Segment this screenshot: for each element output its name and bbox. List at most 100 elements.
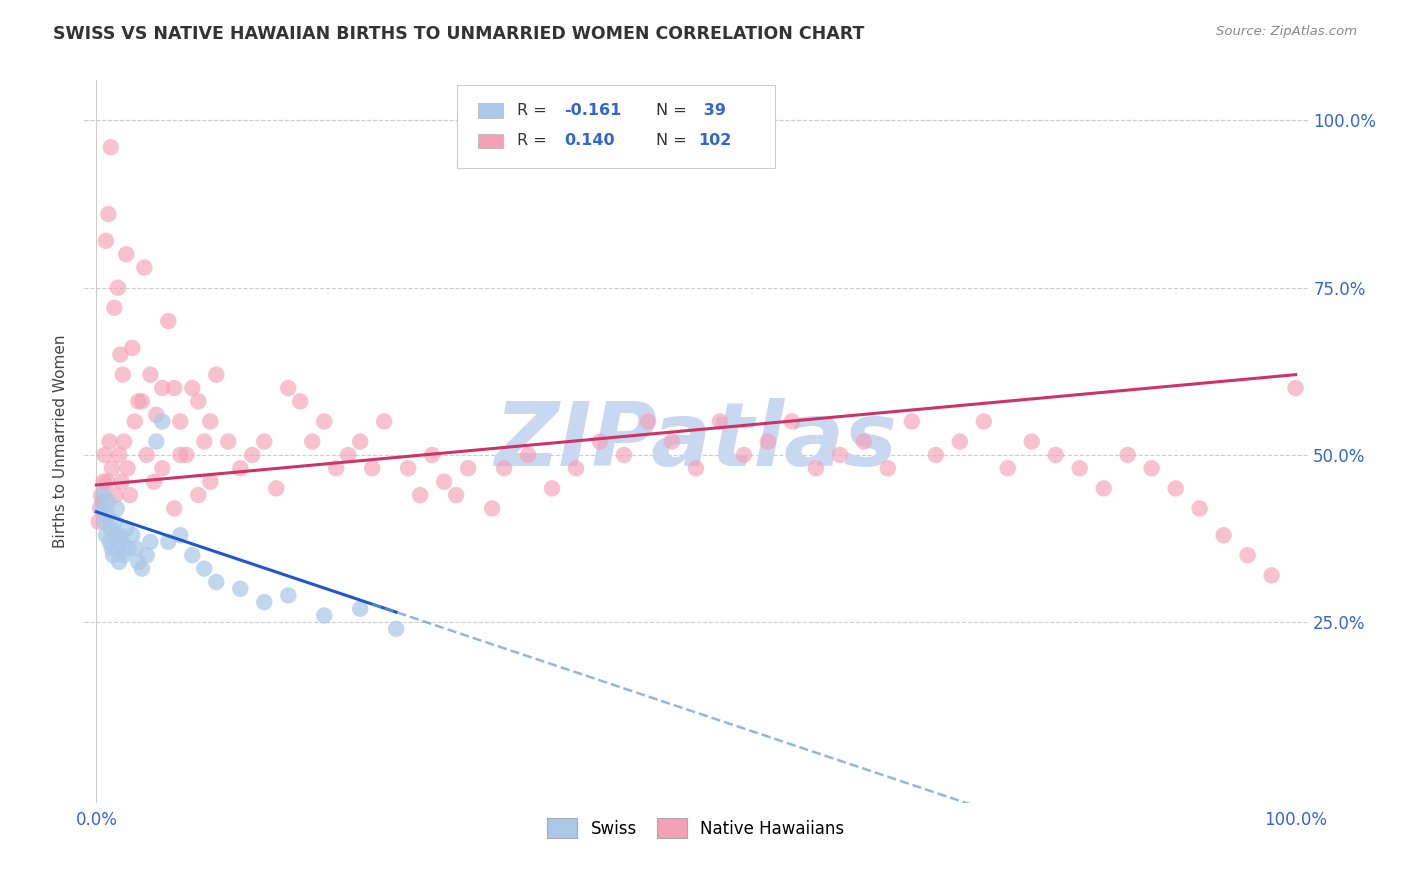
Point <box>100 140 122 154</box>
Point <box>433 475 456 489</box>
Point <box>661 434 683 449</box>
Point <box>101 461 124 475</box>
Point <box>115 247 138 261</box>
Point <box>150 461 173 475</box>
Point <box>93 448 117 462</box>
Point <box>253 595 276 609</box>
Point <box>1164 482 1187 496</box>
Text: 39: 39 <box>699 103 727 118</box>
Text: SWISS VS NATIVE HAWAIIAN BIRTHS TO UNMARRIED WOMEN CORRELATION CHART: SWISS VS NATIVE HAWAIIAN BIRTHS TO UNMAR… <box>53 25 865 43</box>
Text: N =: N = <box>655 134 692 148</box>
Point <box>253 434 276 449</box>
Point <box>756 434 779 449</box>
Point <box>517 448 540 462</box>
Point <box>118 488 141 502</box>
Point <box>187 394 209 409</box>
Point <box>1140 461 1163 475</box>
Point <box>200 414 222 428</box>
Point <box>169 528 191 542</box>
Point <box>89 501 111 516</box>
Point <box>205 575 228 590</box>
Point <box>229 582 252 596</box>
Point <box>150 414 173 428</box>
Point <box>157 535 180 549</box>
Point <box>709 414 731 428</box>
Point <box>110 528 132 542</box>
Point <box>1284 381 1306 395</box>
Point <box>90 488 112 502</box>
Point <box>876 461 898 475</box>
Point <box>1188 501 1211 516</box>
Point <box>1045 448 1067 462</box>
Point <box>110 348 132 362</box>
Point <box>103 515 125 529</box>
Point <box>637 414 659 428</box>
Point <box>121 341 143 355</box>
Point <box>125 541 148 556</box>
Point <box>290 394 312 409</box>
Point <box>264 482 287 496</box>
Point <box>101 541 124 556</box>
Point <box>193 562 215 576</box>
Point <box>97 207 120 221</box>
Point <box>205 368 228 382</box>
Point <box>457 461 479 475</box>
Point <box>87 515 110 529</box>
Point <box>93 475 115 489</box>
Point <box>134 260 156 275</box>
Text: R =: R = <box>517 103 553 118</box>
Point <box>174 448 197 462</box>
Text: 102: 102 <box>699 134 731 148</box>
Point <box>277 589 299 603</box>
Point <box>135 548 157 563</box>
Point <box>385 622 408 636</box>
Point <box>420 448 443 462</box>
Point <box>157 314 180 328</box>
Point <box>613 448 636 462</box>
Point <box>111 368 134 382</box>
Point <box>361 461 384 475</box>
Point <box>901 414 924 428</box>
Point <box>1092 482 1115 496</box>
Text: Source: ZipAtlas.com: Source: ZipAtlas.com <box>1216 25 1357 38</box>
Bar <box>478 103 503 118</box>
Point <box>169 414 191 428</box>
Point <box>181 381 204 395</box>
Point <box>103 301 125 315</box>
Point <box>110 475 132 489</box>
Text: N =: N = <box>655 103 692 118</box>
Point <box>444 488 467 502</box>
Bar <box>478 134 503 148</box>
Point <box>973 414 995 428</box>
Point <box>193 434 215 449</box>
Point <box>94 234 117 248</box>
Point <box>97 494 120 508</box>
Point <box>229 461 252 475</box>
Point <box>373 414 395 428</box>
Point <box>314 608 336 623</box>
Point <box>1069 461 1091 475</box>
Text: ZIPatlas: ZIPatlas <box>495 398 897 485</box>
Point <box>1236 548 1258 563</box>
Point <box>314 414 336 428</box>
Point <box>181 548 204 563</box>
Point <box>349 602 371 616</box>
Point <box>409 488 432 502</box>
Point <box>780 414 803 428</box>
Point <box>104 528 127 542</box>
Point <box>139 535 162 549</box>
Point <box>169 448 191 462</box>
Legend: Swiss, Native Hawaiians: Swiss, Native Hawaiians <box>541 812 851 845</box>
Point <box>101 548 124 563</box>
Point <box>117 461 139 475</box>
FancyBboxPatch shape <box>457 86 776 169</box>
Point <box>135 448 157 462</box>
Point <box>217 434 239 449</box>
Point <box>91 501 114 516</box>
Point <box>565 461 588 475</box>
Point <box>828 448 851 462</box>
Point <box>111 535 134 549</box>
Point <box>541 482 564 496</box>
Point <box>96 475 118 489</box>
Point <box>121 528 143 542</box>
